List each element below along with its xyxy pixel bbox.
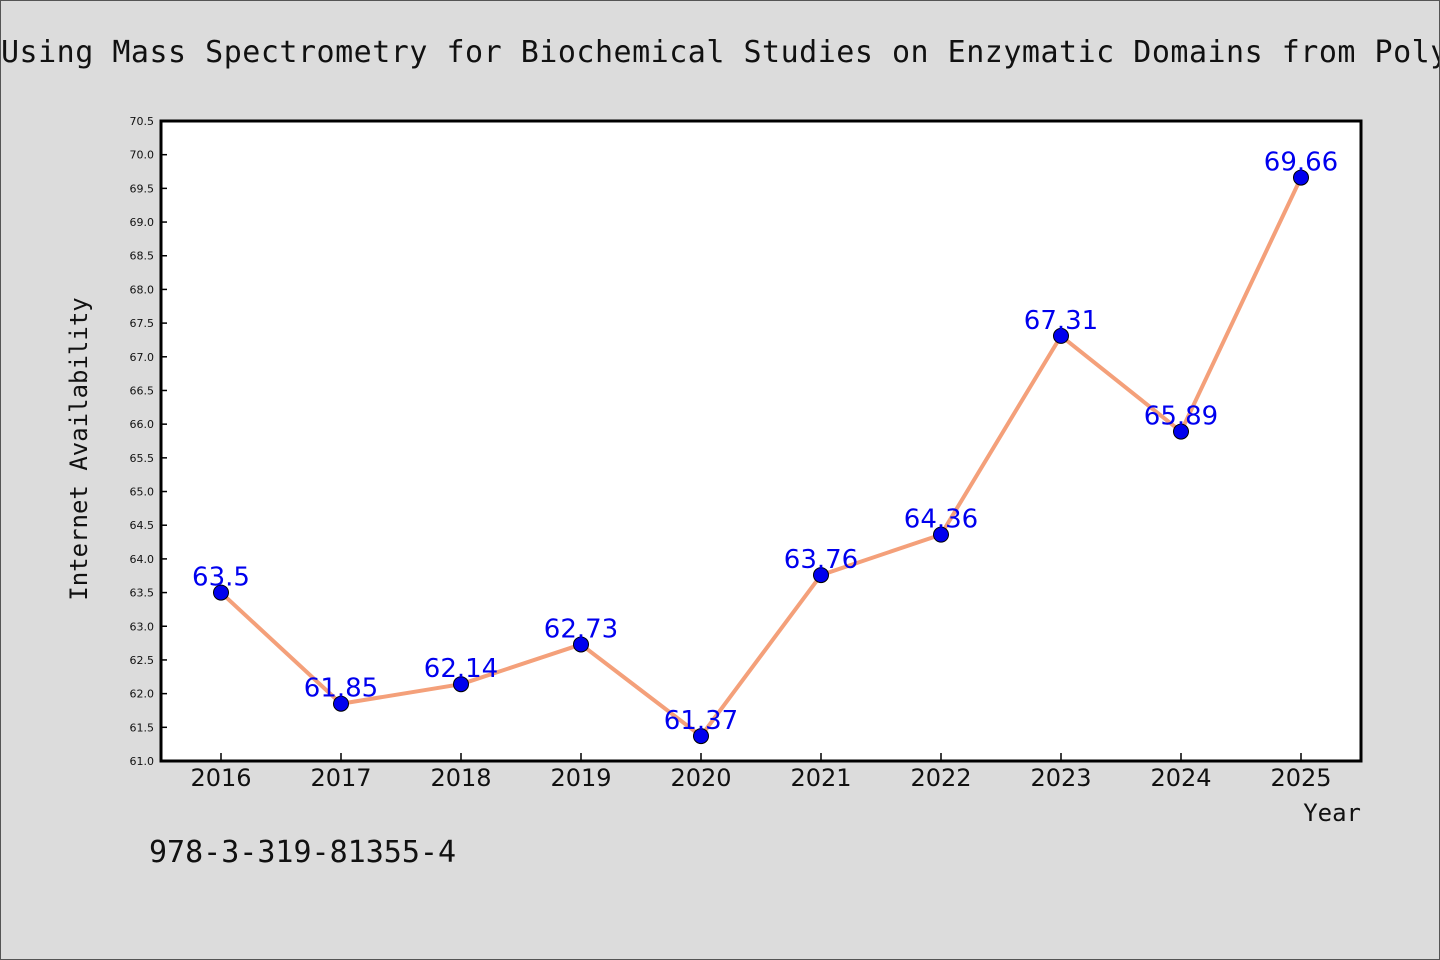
data-label: 62.14 xyxy=(424,654,498,684)
x-tick-label: 2016 xyxy=(190,764,251,792)
x-tick-label: 2020 xyxy=(670,764,731,792)
y-tick-label: 70.0 xyxy=(130,149,155,162)
data-point xyxy=(1053,327,1069,344)
data-label: 65.89 xyxy=(1144,402,1218,432)
data-point xyxy=(813,567,829,584)
x-tick-label: 2018 xyxy=(430,764,491,792)
data-point xyxy=(573,636,589,653)
data-label: 63.76 xyxy=(784,545,858,575)
data-label: 62.73 xyxy=(544,614,618,644)
x-tick-label: 2025 xyxy=(1270,764,1331,792)
isbn-text: 978-3-319-81355-4 xyxy=(149,835,457,870)
y-tick-label: 69.5 xyxy=(130,182,155,195)
y-tick-label: 67.0 xyxy=(130,351,155,364)
data-label: 63.5 xyxy=(192,563,250,593)
data-label: 61.37 xyxy=(664,706,738,736)
data-point xyxy=(453,676,469,693)
y-axis-label: Internet Availability xyxy=(65,297,93,600)
y-tick-label: 65.0 xyxy=(130,486,155,499)
data-point xyxy=(213,584,229,601)
y-tick-label: 64.5 xyxy=(130,519,155,532)
y-tick-label: 67.5 xyxy=(130,317,155,330)
data-label: 64.36 xyxy=(904,505,978,535)
x-tick-label: 2021 xyxy=(790,764,851,792)
data-point xyxy=(1293,169,1309,186)
data-label: 69.66 xyxy=(1264,148,1338,178)
plot-area xyxy=(159,119,1363,763)
data-label: 67.31 xyxy=(1024,306,1098,336)
series-line xyxy=(219,176,1303,739)
x-axis-label: Year xyxy=(1303,799,1361,827)
x-tick-label: 2019 xyxy=(550,764,611,792)
y-tick-label: 61.5 xyxy=(130,721,155,734)
data-point xyxy=(1173,423,1189,440)
y-tick-label: 70.5 xyxy=(130,115,155,128)
y-tick-label: 66.5 xyxy=(130,384,155,397)
data-label: 61.85 xyxy=(304,674,378,704)
y-tick-label: 69.0 xyxy=(130,216,155,229)
y-tick-label: 63.0 xyxy=(130,620,155,633)
x-tick-label: 2017 xyxy=(310,764,371,792)
y-tick-label: 61.0 xyxy=(130,755,155,768)
y-tick-label: 65.5 xyxy=(130,452,155,465)
y-tick-label: 63.5 xyxy=(130,587,155,600)
x-tick-label: 2023 xyxy=(1030,764,1091,792)
x-tick-label: 2022 xyxy=(910,764,971,792)
data-point xyxy=(933,526,949,543)
data-point xyxy=(333,695,349,712)
y-tick-label: 62.0 xyxy=(130,688,155,701)
y-tick-label: 66.0 xyxy=(130,418,155,431)
y-tick-label: 64.0 xyxy=(130,553,155,566)
y-tick-label: 62.5 xyxy=(130,654,155,667)
y-tick-label: 68.5 xyxy=(130,250,155,263)
y-tick-label: 68.0 xyxy=(130,283,155,296)
x-tick-label: 2024 xyxy=(1150,764,1211,792)
data-point xyxy=(693,728,709,745)
chart-title: Using Mass Spectrometry for Biochemical … xyxy=(1,35,1439,70)
